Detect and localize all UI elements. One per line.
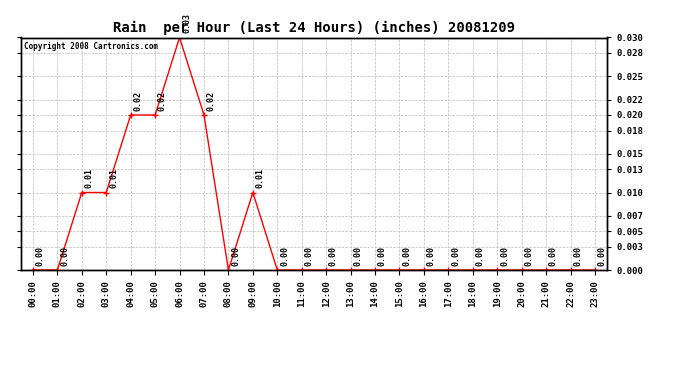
- Text: 0.02: 0.02: [158, 91, 167, 111]
- Text: 0.00: 0.00: [500, 246, 509, 266]
- Text: 0.00: 0.00: [598, 246, 607, 266]
- Text: 0.01: 0.01: [255, 168, 265, 188]
- Title: Rain  per Hour (Last 24 Hours) (inches) 20081209: Rain per Hour (Last 24 Hours) (inches) 2…: [113, 21, 515, 35]
- Text: 0.00: 0.00: [378, 246, 387, 266]
- Text: 0.00: 0.00: [280, 246, 289, 266]
- Text: 0.00: 0.00: [402, 246, 411, 266]
- Text: 0.00: 0.00: [573, 246, 582, 266]
- Text: Copyright 2008 Cartronics.com: Copyright 2008 Cartronics.com: [23, 42, 158, 51]
- Text: 0.00: 0.00: [304, 246, 313, 266]
- Text: 0.03: 0.03: [182, 13, 191, 33]
- Text: 0.00: 0.00: [549, 246, 558, 266]
- Text: 0.02: 0.02: [207, 91, 216, 111]
- Text: 0.00: 0.00: [451, 246, 460, 266]
- Text: 0.00: 0.00: [329, 246, 338, 266]
- Text: 0.00: 0.00: [60, 246, 69, 266]
- Text: 0.02: 0.02: [133, 91, 142, 111]
- Text: 0.01: 0.01: [85, 168, 94, 188]
- Text: 0.00: 0.00: [475, 246, 484, 266]
- Text: 0.00: 0.00: [36, 246, 45, 266]
- Text: 0.00: 0.00: [353, 246, 362, 266]
- Text: 0.00: 0.00: [426, 246, 435, 266]
- Text: 0.00: 0.00: [231, 246, 240, 266]
- Text: 0.01: 0.01: [109, 168, 118, 188]
- Text: 0.00: 0.00: [524, 246, 533, 266]
